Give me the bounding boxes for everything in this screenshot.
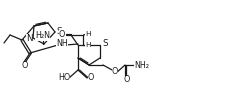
Text: O: O xyxy=(87,72,94,82)
Text: O: O xyxy=(111,68,118,76)
Text: S: S xyxy=(102,40,107,48)
Text: NH₂: NH₂ xyxy=(134,60,149,70)
Text: S: S xyxy=(56,28,61,36)
Text: H₂N: H₂N xyxy=(35,32,50,40)
Text: O: O xyxy=(22,62,28,70)
Text: HO: HO xyxy=(58,72,70,82)
Text: O: O xyxy=(58,30,65,39)
Text: H: H xyxy=(85,31,90,37)
Text: NH: NH xyxy=(56,40,68,48)
Text: N: N xyxy=(26,34,32,44)
Text: H: H xyxy=(85,42,90,48)
Text: O: O xyxy=(123,76,129,84)
